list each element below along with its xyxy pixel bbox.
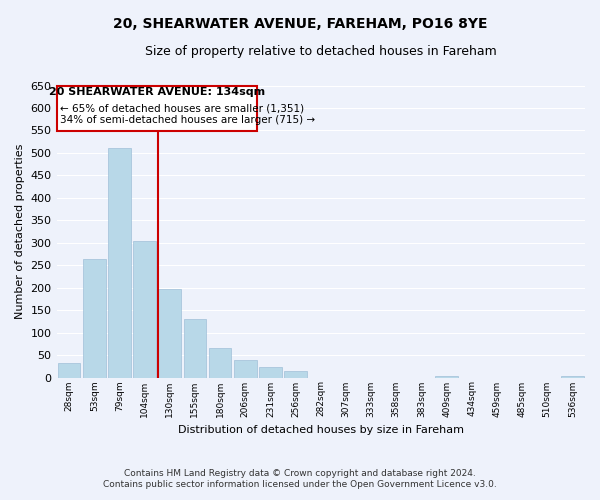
X-axis label: Distribution of detached houses by size in Fareham: Distribution of detached houses by size … (178, 425, 464, 435)
Bar (158, 289, 181, 378)
Text: 20 SHEARWATER AVENUE: 134sqm: 20 SHEARWATER AVENUE: 134sqm (49, 88, 265, 98)
Text: Contains HM Land Registry data © Crown copyright and database right 2024.: Contains HM Land Registry data © Crown c… (124, 468, 476, 477)
Y-axis label: Number of detached properties: Number of detached properties (15, 144, 25, 319)
Bar (234, 360, 257, 378)
Bar (435, 376, 458, 378)
Text: Contains public sector information licensed under the Open Government Licence v3: Contains public sector information licen… (103, 480, 497, 489)
Bar (58, 362, 80, 378)
Bar (561, 376, 584, 378)
Text: ← 65% of detached houses are smaller (1,351): ← 65% of detached houses are smaller (1,… (59, 103, 304, 113)
Bar (209, 348, 232, 378)
Bar (184, 318, 206, 378)
Bar (108, 148, 131, 378)
Text: 20, SHEARWATER AVENUE, FAREHAM, PO16 8YE: 20, SHEARWATER AVENUE, FAREHAM, PO16 8YE (113, 18, 487, 32)
Bar (259, 367, 282, 378)
Title: Size of property relative to detached houses in Fareham: Size of property relative to detached ho… (145, 45, 497, 58)
Bar (83, 260, 106, 378)
FancyBboxPatch shape (57, 86, 257, 131)
Bar (133, 242, 156, 378)
Bar (284, 371, 307, 378)
Text: 34% of semi-detached houses are larger (715) →: 34% of semi-detached houses are larger (… (59, 115, 314, 125)
